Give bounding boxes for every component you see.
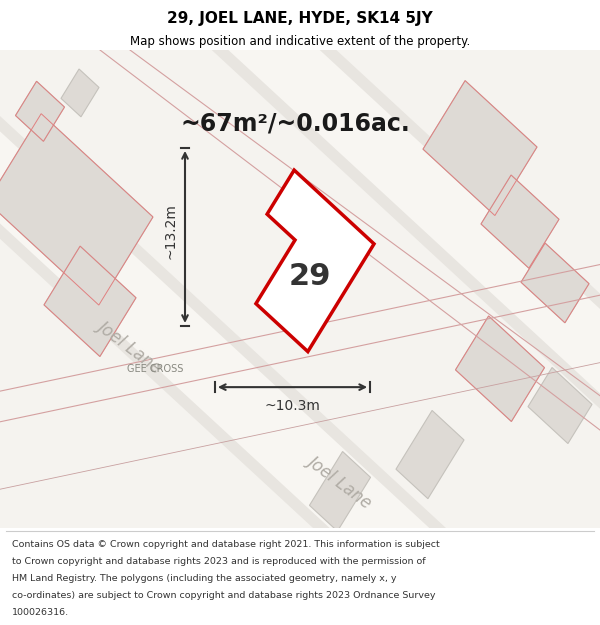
- Text: Joel Lane: Joel Lane: [94, 317, 166, 376]
- Polygon shape: [0, 93, 600, 625]
- Polygon shape: [0, 114, 153, 305]
- Polygon shape: [256, 170, 374, 352]
- Text: to Crown copyright and database rights 2023 and is reproduced with the permissio: to Crown copyright and database rights 2…: [12, 557, 425, 566]
- Polygon shape: [455, 316, 545, 421]
- Polygon shape: [521, 243, 589, 322]
- Text: 100026316.: 100026316.: [12, 608, 69, 616]
- Text: Contains OS data © Crown copyright and database right 2021. This information is : Contains OS data © Crown copyright and d…: [12, 540, 440, 549]
- Text: co-ordinates) are subject to Crown copyright and database rights 2023 Ordnance S: co-ordinates) are subject to Crown copyr…: [12, 591, 436, 599]
- Polygon shape: [310, 451, 371, 531]
- Polygon shape: [423, 81, 537, 216]
- Text: GEE CROSS: GEE CROSS: [127, 364, 183, 374]
- Text: HM Land Registry. The polygons (including the associated geometry, namely x, y: HM Land Registry. The polygons (includin…: [12, 574, 397, 582]
- Polygon shape: [61, 69, 99, 117]
- Polygon shape: [16, 81, 65, 141]
- Text: Joel Lane: Joel Lane: [304, 452, 376, 511]
- Polygon shape: [528, 368, 592, 444]
- Polygon shape: [124, 0, 600, 470]
- Text: ~67m²/~0.016ac.: ~67m²/~0.016ac.: [180, 111, 410, 136]
- Text: 29, JOEL LANE, HYDE, SK14 5JY: 29, JOEL LANE, HYDE, SK14 5JY: [167, 11, 433, 26]
- Text: ~10.3m: ~10.3m: [265, 399, 320, 413]
- Polygon shape: [118, 0, 600, 480]
- Polygon shape: [396, 411, 464, 499]
- Text: 29: 29: [289, 262, 331, 291]
- Polygon shape: [44, 246, 136, 356]
- Polygon shape: [0, 83, 600, 625]
- Text: Map shows position and indicative extent of the property.: Map shows position and indicative extent…: [130, 35, 470, 48]
- Polygon shape: [481, 175, 559, 268]
- Polygon shape: [0, 50, 600, 528]
- Text: ~13.2m: ~13.2m: [163, 203, 177, 259]
